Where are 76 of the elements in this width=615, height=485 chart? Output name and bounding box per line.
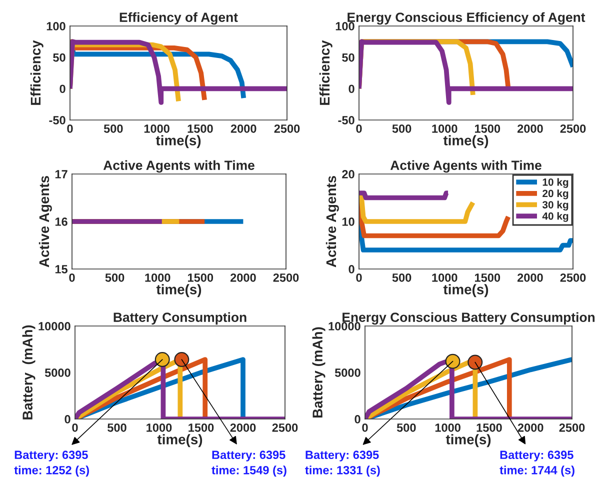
x-tick-label: 500: [396, 423, 416, 432]
x-tick-label: 2000: [518, 423, 544, 432]
y-tick-label: 0: [348, 84, 354, 94]
y-tick-label: 100: [46, 22, 66, 30]
x-tick-label: 1000: [146, 423, 172, 432]
x-tick-label: 1000: [144, 124, 170, 133]
annotation: Battery: 6395 time: 1331 (s): [305, 450, 380, 477]
chart-title: Active Agents with Time: [390, 160, 542, 173]
y-tick-label: 0: [60, 84, 66, 94]
line-series: [70, 39, 287, 105]
x-tick-label: 2500: [274, 124, 300, 133]
x-tick-label: 2000: [517, 273, 543, 282]
x-tick-label: 500: [104, 124, 123, 133]
x-tick-label: 1000: [432, 124, 458, 133]
chart-title: Active Agents with Time: [103, 160, 254, 173]
x-tick-label: 2500: [272, 423, 298, 432]
chart-title: Battery Consumption: [114, 312, 246, 325]
y-axis-title: Efficiency: [30, 40, 44, 105]
line-series: [359, 39, 573, 105]
y-tick-label: 5000: [44, 368, 70, 377]
x-tick-label: 2500: [273, 273, 299, 282]
legend-label: 30 kg: [542, 200, 568, 211]
y-axis-title: Active Agents: [326, 176, 339, 268]
x-tick-label: 1500: [188, 124, 213, 133]
y-tick-label: 50: [53, 53, 66, 62]
x-tick-label: 0: [362, 423, 368, 432]
x-tick-label: 2500: [560, 124, 586, 133]
y-tick-label: 0: [354, 415, 360, 424]
y-tick-label: 10000: [38, 322, 70, 330]
x-tick-label: 1500: [475, 273, 500, 282]
x-tick-label: 1500: [188, 273, 214, 282]
annotation: Battery: 6395 time: 1549 (s): [212, 450, 286, 477]
y-tick-label: 20: [342, 170, 354, 178]
y-axis-title: Battery (mAh): [312, 327, 326, 418]
y-axis-title: Efficiency: [319, 40, 332, 105]
y-axis-title: Active Agents: [38, 176, 52, 268]
chart-title: Efficiency of Agent: [120, 12, 238, 25]
y-tick-label: 0: [348, 265, 354, 274]
annotation: Battery: 6395 time: 1744 (s): [500, 450, 574, 477]
x-tick-label: 1500: [475, 124, 500, 133]
x-tick-label: 1000: [432, 273, 458, 282]
annotation: Battery: 6395 time: 1252 (s): [14, 450, 89, 477]
y-tick-label: -50: [338, 116, 354, 124]
legend-label: 40 kg: [542, 212, 568, 222]
x-tick-label: 500: [108, 423, 126, 432]
y-tick-label: 16: [55, 218, 68, 226]
x-tick-label: 2500: [560, 273, 586, 282]
x-axis-title: time(s): [157, 434, 202, 448]
x-axis-title: time(s): [446, 434, 491, 448]
x-axis-title: time(s): [443, 135, 488, 148]
y-tick-label: 5000: [334, 368, 360, 377]
y-tick-label: 10: [342, 218, 354, 226]
x-tick-label: 1500: [476, 423, 502, 432]
y-tick-label: 15: [55, 265, 68, 274]
legend-label: 20 kg: [542, 189, 568, 200]
x-tick-label: 500: [392, 124, 412, 133]
x-tick-label: 2000: [230, 273, 256, 282]
y-tick-label: 50: [342, 53, 354, 62]
y-tick-label: 17: [55, 170, 68, 178]
x-tick-label: 2000: [230, 124, 256, 133]
y-axis-title: Battery (mAh): [22, 325, 36, 420]
x-tick-label: 500: [392, 273, 412, 282]
x-tick-label: 2000: [517, 124, 543, 133]
x-tick-label: 0: [72, 423, 78, 432]
x-tick-label: 1000: [145, 273, 170, 282]
x-tick-label: 1500: [188, 423, 214, 432]
x-axis-title: time(s): [156, 135, 201, 148]
x-axis-title: time(s): [156, 284, 202, 298]
x-axis-title: time(s): [443, 284, 488, 298]
x-tick-label: 500: [105, 273, 124, 282]
y-tick-label: -50: [49, 116, 66, 124]
x-tick-label: 2500: [559, 423, 585, 432]
x-tick-label: 2000: [230, 423, 256, 432]
x-tick-label: 1000: [435, 423, 460, 432]
legend-label: 10 kg: [542, 178, 568, 188]
y-tick-label: 0: [64, 415, 70, 424]
